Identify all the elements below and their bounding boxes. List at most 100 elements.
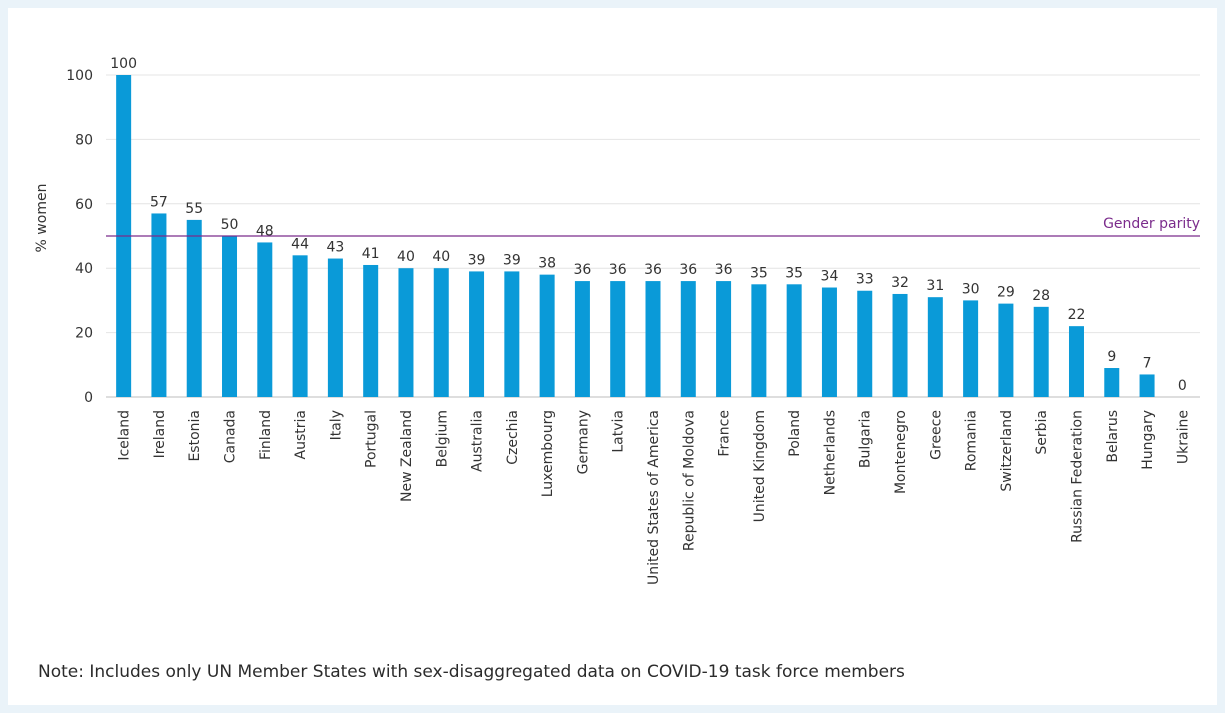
bar (751, 284, 767, 397)
y-tick-label: 80 (75, 132, 93, 148)
category-label: Italy (328, 410, 344, 440)
data-label: 28 (1032, 288, 1050, 304)
category-label: Czechia (505, 410, 521, 465)
y-axis-label: % women (34, 184, 50, 253)
data-label: 38 (538, 256, 556, 272)
bar (821, 287, 837, 397)
category-label: Austria (293, 410, 309, 459)
category-label: Bulgaria (858, 410, 874, 468)
category-label: Ukraine (1175, 410, 1191, 464)
bar (1139, 374, 1155, 397)
bar (539, 274, 555, 397)
data-label: 40 (432, 249, 450, 265)
data-label: 40 (397, 249, 415, 265)
category-label: Germany (575, 410, 591, 474)
data-label: 36 (609, 262, 627, 278)
data-label: 36 (644, 262, 662, 278)
data-label: 39 (468, 252, 486, 268)
chart-note: Note: Includes only UN Member States wit… (38, 662, 905, 682)
data-label: 50 (221, 217, 239, 233)
bar (151, 213, 167, 397)
bar (892, 293, 908, 397)
category-label: Switzerland (999, 410, 1015, 492)
data-label: 36 (715, 262, 733, 278)
bar (645, 281, 661, 397)
category-label: United Kingdom (752, 410, 768, 522)
bar (1033, 306, 1049, 397)
category-label: Australia (470, 410, 486, 472)
data-label: 0 (1178, 378, 1187, 394)
bar (1068, 326, 1084, 397)
data-label: 36 (574, 262, 592, 278)
bar (680, 281, 696, 397)
category-label: Estonia (187, 410, 203, 462)
data-label: 100 (110, 56, 137, 72)
bar (257, 242, 273, 397)
category-label: Republic of Moldova (681, 410, 697, 551)
category-label: Belgium (434, 410, 450, 467)
category-label: Portugal (364, 410, 380, 468)
category-label: Greece (928, 410, 944, 460)
data-label: 30 (962, 281, 980, 297)
category-label: Canada (223, 410, 239, 463)
data-label: 9 (1107, 349, 1116, 365)
data-label: 34 (821, 269, 839, 285)
category-label: Romania (964, 410, 980, 471)
data-label: 39 (503, 252, 521, 268)
bar (292, 255, 308, 397)
bar (927, 297, 943, 397)
data-label: 35 (785, 265, 803, 281)
bar (433, 268, 449, 397)
chart-panel: 0 20 40 60 80 100 % women 100 Iceland 57 Ireland 55… (8, 8, 1217, 705)
bar (857, 290, 873, 397)
category-label: Serbia (1034, 410, 1050, 455)
data-label: 32 (891, 275, 909, 291)
data-label: 48 (256, 223, 274, 239)
data-label: 36 (679, 262, 697, 278)
category-label: France (717, 410, 733, 457)
category-label: Belarus (1105, 410, 1121, 463)
category-label: Finland (258, 410, 274, 460)
bar (786, 284, 802, 397)
bar (469, 271, 485, 397)
data-label: 55 (185, 201, 203, 217)
data-label: 57 (150, 194, 168, 210)
category-label: Latvia (611, 410, 627, 453)
y-tick-label: 100 (66, 68, 93, 84)
data-label: 43 (326, 240, 344, 256)
bar (963, 300, 979, 397)
category-label: Netherlands (822, 410, 838, 495)
data-label: 33 (856, 272, 874, 288)
bar (504, 271, 520, 397)
bar (186, 219, 202, 397)
data-label: 7 (1143, 355, 1152, 371)
y-tick-label: 40 (75, 261, 93, 277)
y-tick-label: 0 (84, 390, 93, 406)
data-label: 41 (362, 246, 380, 262)
category-label: Russian Federation (1069, 410, 1085, 543)
category-label: New Zealand (399, 410, 415, 502)
bar (222, 236, 238, 397)
data-label: 35 (750, 265, 768, 281)
y-tick-label: 20 (75, 326, 93, 342)
bar (398, 268, 414, 397)
bar (610, 281, 626, 397)
category-label: United States of America (646, 410, 662, 585)
category-label: Hungary (1140, 410, 1156, 470)
bar (716, 281, 732, 397)
data-label: 22 (1068, 307, 1086, 323)
data-label: 31 (926, 278, 944, 294)
category-label: Luxembourg (540, 410, 556, 497)
category-label: Ireland (152, 410, 168, 458)
category-label: Iceland (117, 410, 133, 461)
reference-line-label: Gender parity (1103, 216, 1200, 232)
bar (1104, 368, 1120, 397)
y-tick-label: 60 (75, 197, 93, 213)
bar (327, 258, 343, 397)
data-label: 29 (997, 285, 1015, 301)
bar-chart: 0 20 40 60 80 100 % women 100 Iceland 57 Ireland 55… (34, 56, 1200, 585)
category-label: Montenegro (893, 410, 909, 494)
bar (574, 281, 590, 397)
bar (998, 303, 1014, 397)
category-label: Poland (787, 410, 803, 457)
